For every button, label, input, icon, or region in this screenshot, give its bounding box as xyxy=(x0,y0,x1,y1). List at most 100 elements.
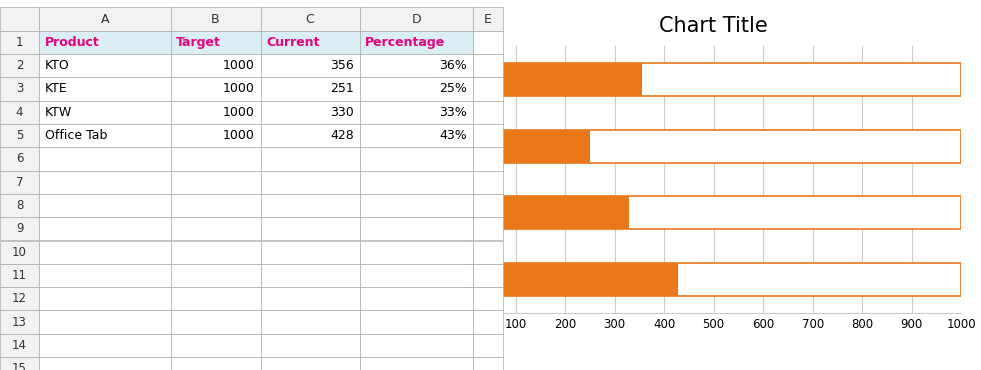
Bar xyxy=(39,240,171,264)
Bar xyxy=(261,171,360,194)
Bar xyxy=(360,147,473,171)
Text: 1: 1 xyxy=(16,36,24,49)
Bar xyxy=(171,240,261,264)
Bar xyxy=(0,217,39,241)
Text: 43%: 43% xyxy=(439,129,467,142)
Bar xyxy=(171,310,261,334)
Text: 36%: 36% xyxy=(439,59,467,72)
Bar xyxy=(0,31,39,54)
Bar xyxy=(473,357,502,370)
Bar xyxy=(261,240,360,264)
Text: 15: 15 xyxy=(12,362,27,370)
Bar xyxy=(39,287,171,310)
Bar xyxy=(261,147,360,171)
Bar xyxy=(0,310,39,334)
Bar xyxy=(473,264,502,287)
Bar xyxy=(466,63,961,96)
Bar xyxy=(39,264,171,287)
Bar xyxy=(360,101,473,124)
Bar xyxy=(261,7,360,31)
Bar xyxy=(360,31,473,54)
Bar xyxy=(171,334,261,357)
Bar xyxy=(0,287,39,310)
Text: 1000: 1000 xyxy=(223,83,255,95)
Bar xyxy=(473,147,502,171)
Bar xyxy=(39,54,171,77)
Bar xyxy=(360,171,473,194)
Text: 14: 14 xyxy=(12,339,27,352)
Bar xyxy=(473,217,502,241)
Text: 13: 13 xyxy=(12,316,27,329)
Bar xyxy=(466,196,630,229)
Bar xyxy=(473,54,502,77)
Text: 10: 10 xyxy=(12,246,27,259)
Bar xyxy=(171,194,261,217)
Bar xyxy=(473,287,502,310)
Text: 5: 5 xyxy=(16,129,24,142)
Bar xyxy=(261,54,360,77)
Bar xyxy=(473,194,502,217)
Bar xyxy=(360,124,473,147)
Bar xyxy=(0,7,39,31)
Bar xyxy=(360,310,473,334)
Text: KTW: KTW xyxy=(45,106,72,119)
Text: 2: 2 xyxy=(16,59,24,72)
Bar xyxy=(473,334,502,357)
Bar xyxy=(360,194,473,217)
Bar xyxy=(261,217,360,241)
Bar xyxy=(360,334,473,357)
Text: 251: 251 xyxy=(331,83,354,95)
Text: Target: Target xyxy=(177,36,221,49)
Bar xyxy=(171,101,261,124)
Text: 33%: 33% xyxy=(472,206,500,219)
Bar xyxy=(39,310,171,334)
Bar xyxy=(39,147,171,171)
Bar xyxy=(261,101,360,124)
Bar xyxy=(171,31,261,54)
Bar xyxy=(39,101,171,124)
Bar xyxy=(466,63,643,96)
Bar xyxy=(39,194,171,217)
Text: E: E xyxy=(484,13,491,26)
Text: 356: 356 xyxy=(331,59,354,72)
Bar xyxy=(0,54,39,77)
Text: 3: 3 xyxy=(16,83,24,95)
Bar xyxy=(0,147,39,171)
Text: 12: 12 xyxy=(12,292,27,305)
Bar xyxy=(261,264,360,287)
Bar xyxy=(0,194,39,217)
Bar xyxy=(360,54,473,77)
Text: C: C xyxy=(306,13,315,26)
Text: B: B xyxy=(211,13,220,26)
Bar xyxy=(473,101,502,124)
Bar xyxy=(39,77,171,101)
Text: 33%: 33% xyxy=(439,106,467,119)
Bar xyxy=(39,171,171,194)
Bar xyxy=(0,240,39,264)
Text: Office Tab: Office Tab xyxy=(45,129,107,142)
Bar xyxy=(39,334,171,357)
Bar xyxy=(466,130,591,163)
Bar xyxy=(171,287,261,310)
Bar xyxy=(0,77,39,101)
Bar xyxy=(0,357,39,370)
Bar xyxy=(360,287,473,310)
Text: 6: 6 xyxy=(16,152,24,165)
Bar xyxy=(0,334,39,357)
Bar xyxy=(466,263,961,296)
Bar xyxy=(171,7,261,31)
Bar xyxy=(261,334,360,357)
Bar xyxy=(473,77,502,101)
Bar xyxy=(171,124,261,147)
Text: 11: 11 xyxy=(12,269,27,282)
Bar xyxy=(39,31,171,54)
Text: 1000: 1000 xyxy=(223,106,255,119)
Bar xyxy=(261,287,360,310)
Title: Chart Title: Chart Title xyxy=(659,16,768,36)
Bar xyxy=(171,217,261,241)
Bar xyxy=(473,7,502,31)
Bar xyxy=(261,124,360,147)
Text: 25%: 25% xyxy=(439,83,467,95)
Bar xyxy=(39,124,171,147)
Bar xyxy=(360,240,473,264)
